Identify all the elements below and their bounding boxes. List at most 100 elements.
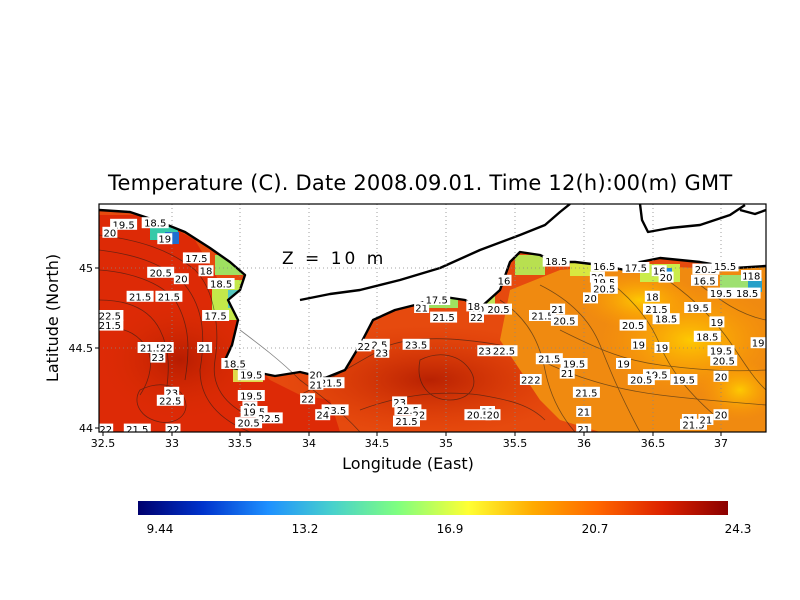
contour-label-text: 22.5 (258, 414, 280, 425)
contour-label-text: 19 (656, 344, 669, 355)
contour-label-box (711, 260, 739, 272)
contour-label-text: 19 (158, 235, 171, 246)
contour-label-text: 20.5 (150, 268, 172, 279)
contour-label: 20.5 (619, 319, 647, 332)
contour-label-text: 22.5 (159, 396, 181, 407)
contour-label-text: 19.5 (563, 360, 585, 371)
contour-label: 23 (392, 396, 408, 409)
contour-label: 24 (315, 409, 331, 422)
contour-label-text: 20.5 (630, 376, 652, 387)
contour-label-box (165, 423, 181, 432)
contour-label: 19.5 (707, 345, 735, 358)
contour-label-text: 19 (617, 360, 630, 371)
contour-label: 22.5 (156, 394, 184, 407)
contour-label: 18 (198, 265, 214, 278)
contour-label-box (643, 369, 670, 381)
contour-label: 22 (165, 423, 181, 432)
contour-label-box (237, 390, 265, 401)
contour-label: 19 (157, 233, 173, 246)
contour-label-box (321, 404, 349, 416)
contour-label-text: 22 (521, 376, 534, 387)
map-title: Temperature (C). Date 2008.09.01. Time 1… (108, 171, 733, 195)
contour-label-box (157, 233, 173, 245)
contour-label: 19.5 (643, 369, 670, 382)
contour-label-box (583, 292, 598, 304)
contour-label-box (308, 369, 324, 381)
contour-label: 21.5 (123, 423, 151, 436)
contour-label-box (464, 409, 492, 421)
contour-label-box (158, 342, 174, 353)
contour-label-text: 24 (316, 411, 329, 422)
contour-label-text: 21.5 (538, 355, 560, 366)
contour-label-text: 20 (104, 228, 117, 239)
contour-label-box (654, 342, 670, 353)
contour-label-box (198, 265, 214, 277)
contour-label: 18.5 (221, 358, 249, 371)
contour-label: 21.5 (155, 290, 183, 303)
y-tick-label: 44 (79, 422, 93, 435)
contour-label-box (651, 265, 667, 277)
contour-label-box (707, 287, 735, 299)
contour-label-text: 21.5 (682, 420, 704, 431)
contour-label-box (627, 374, 655, 385)
contour-label-box (356, 340, 372, 352)
contour-label-box (550, 314, 578, 326)
contour-label-box (202, 310, 230, 321)
contour-label: 19 (616, 358, 631, 371)
contour-label-box (362, 338, 390, 350)
contour-label-text: 20.5 (695, 265, 717, 276)
contour-label: 20.5 (590, 282, 618, 295)
contour-label-text: 20 (660, 273, 673, 284)
contour-label-text: 20.5 (237, 419, 259, 430)
contour-label: 21.5 (137, 342, 165, 355)
contour-label-text: 22.5 (99, 312, 121, 323)
contour-label-box (658, 271, 674, 283)
contour-label-text: 21.5 (126, 425, 148, 436)
contour-label-text: 18.5 (655, 315, 677, 326)
contour-label: 23 (374, 346, 390, 359)
contour-label: 19 (750, 337, 766, 350)
contour-label-text: 22 (160, 344, 173, 355)
contour-label-box (590, 282, 618, 294)
y-axis-label: Latitude (North) (43, 254, 62, 382)
contour-label: 21.5 (680, 418, 707, 431)
contour-label: 21.5 (317, 377, 345, 390)
contour-label: 17.5 (423, 294, 451, 307)
contour-label-box (746, 270, 762, 281)
contour-label-box (414, 302, 430, 313)
contour-label: 19.5 (110, 218, 138, 231)
contour-label: 20.5 (710, 354, 738, 367)
contour-label-box (164, 386, 180, 398)
contour-label-text: 18 (467, 302, 480, 313)
contour-label-box (173, 273, 189, 285)
contour-label-text: 20.5 (593, 284, 615, 295)
contour-label-text: 17.5 (625, 264, 647, 275)
contour-label-box (207, 278, 235, 289)
contour-label: 18.5 (693, 330, 721, 343)
contour-label: 23 (150, 351, 166, 364)
contour-label: 22.5 (394, 404, 422, 417)
contour-label-text: 22.5 (365, 340, 387, 351)
contour-label-text: 21.5 (575, 388, 597, 399)
contour-label-text: 19.5 (645, 371, 667, 382)
contour-label: 20.5 (550, 314, 578, 327)
contour-label-box (430, 311, 458, 323)
contour-label-text: 21.5 (432, 313, 454, 324)
contour-label-text: 20 (487, 411, 500, 422)
contour-label-text: 22.5 (493, 347, 515, 358)
contour-label-text: 20 (715, 411, 728, 422)
contour-label: 22 (519, 374, 535, 387)
contour-label: 21 (559, 367, 575, 380)
contour-label-box (308, 378, 324, 390)
contour-label: 19.5 (560, 358, 588, 371)
plot-frame (98, 203, 767, 433)
contour-label: 19.5 (240, 406, 268, 419)
contour-label-text: 15.5 (714, 262, 736, 273)
contour-label: 21.5 (430, 311, 458, 324)
contour-label-text: 22 (358, 342, 371, 353)
contour-label-box (550, 303, 566, 315)
contour-label-box (572, 386, 600, 398)
x-tick-label: 37 (714, 437, 728, 450)
contour-label-box (315, 409, 331, 421)
contour-label-box (110, 218, 138, 230)
